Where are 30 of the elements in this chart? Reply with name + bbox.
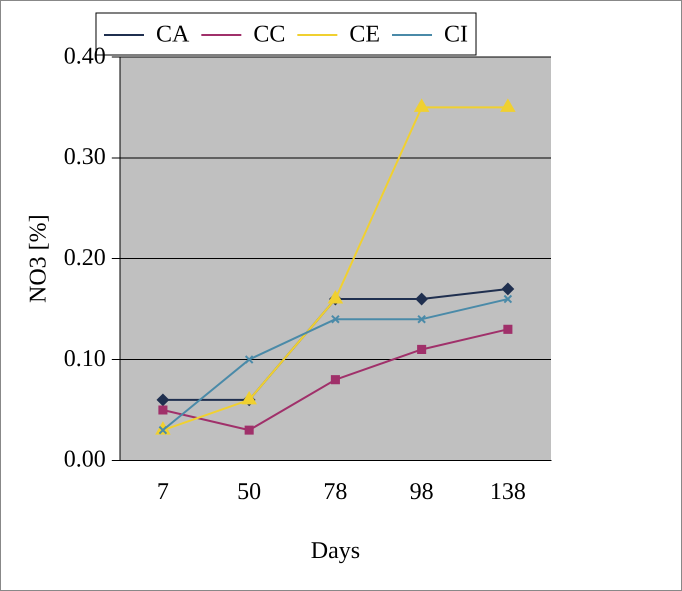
y-tick-label: 0.20: [64, 244, 106, 271]
point: [503, 324, 512, 334]
point: [502, 282, 514, 295]
point: [417, 344, 426, 354]
point: [330, 314, 340, 324]
x-tick-label: 7: [156, 479, 169, 506]
legend-label: CA: [156, 21, 190, 48]
point: [244, 426, 254, 435]
point: [156, 394, 169, 406]
x-axis-title: Days: [310, 538, 360, 564]
point: [500, 99, 515, 112]
point: [503, 294, 512, 304]
x-tick-label: 98: [410, 479, 434, 506]
x-tick-label: 50: [237, 479, 262, 506]
point: [414, 99, 429, 112]
point: [417, 314, 426, 324]
legend-label: CI: [444, 21, 468, 48]
y-tick-label: 0.40: [64, 43, 106, 70]
y-tick-label: 0.00: [64, 446, 106, 473]
y-tick-label: 0.10: [64, 346, 106, 372]
x-tick-label: 78: [323, 479, 348, 506]
legend-label: CE: [349, 21, 380, 48]
point: [416, 293, 428, 306]
legend-label: CC: [253, 21, 286, 48]
y-tick-label: 0.30: [64, 144, 106, 170]
x-tick-label: 138: [490, 479, 526, 506]
point: [330, 375, 340, 384]
point: [158, 405, 168, 415]
y-axis-title: NO3 [%]: [26, 214, 52, 304]
point: [244, 355, 254, 364]
